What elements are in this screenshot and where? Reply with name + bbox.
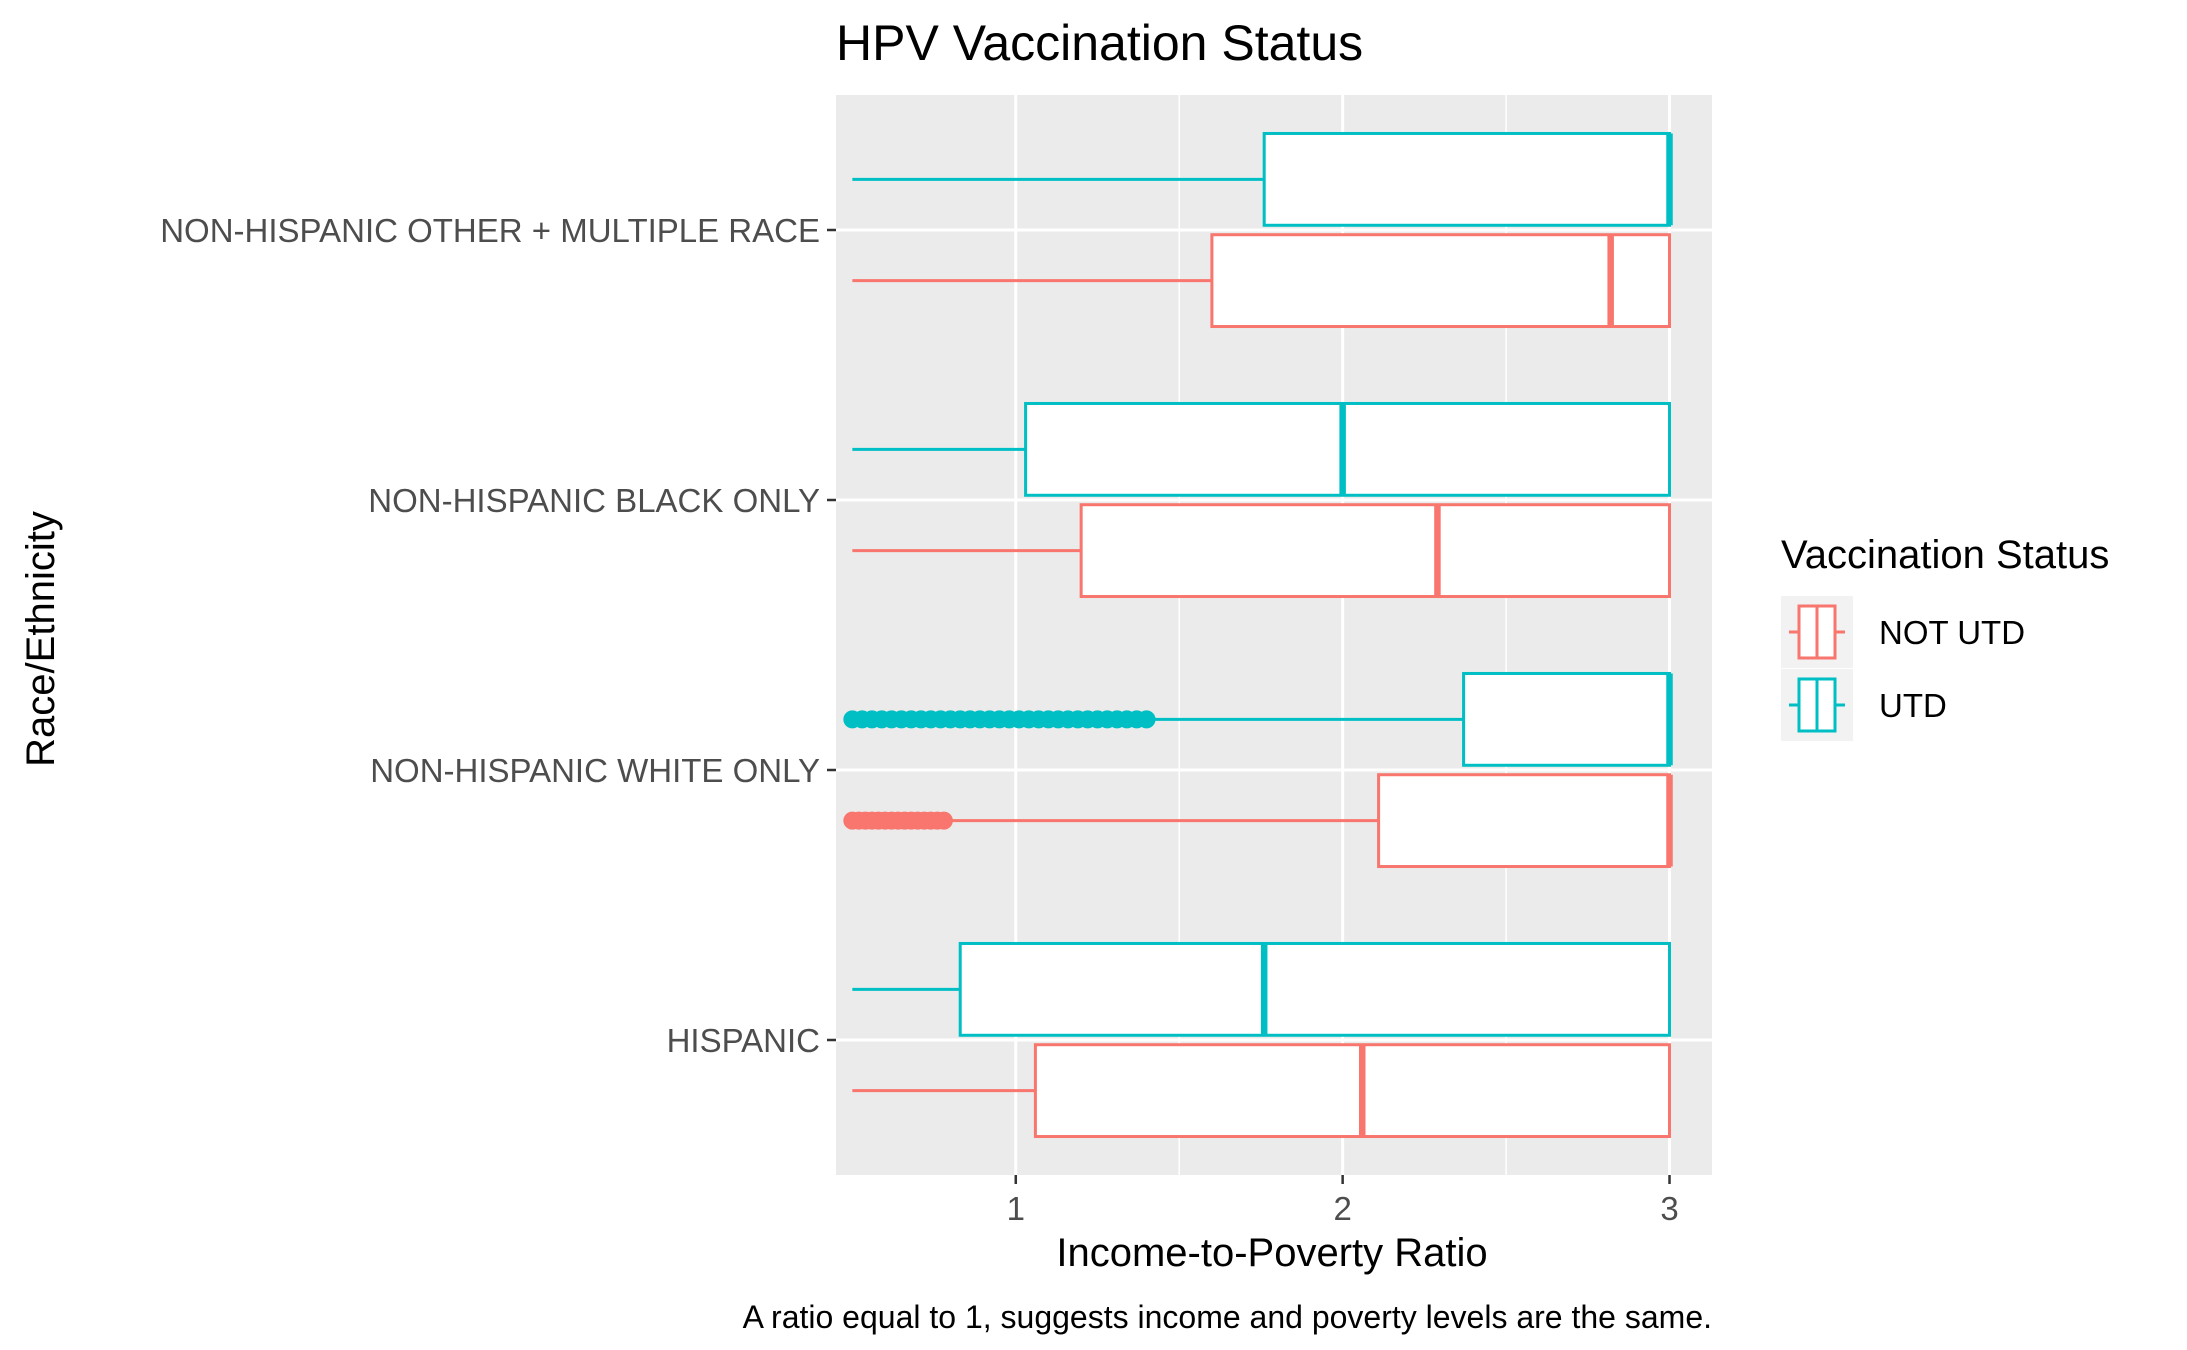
box-iqr: [1377, 773, 1672, 869]
legend-label-not-utd: NOT UTD: [1879, 614, 2025, 651]
y-axis-title: Race/Ethnicity: [19, 511, 63, 767]
x-axis: 1 2 3: [1007, 1175, 1679, 1227]
x-tick-label-1: 1: [1007, 1190, 1025, 1227]
box-not-utd-non-hispanic-white-only: [843, 773, 1673, 869]
box-utd-non-hispanic-black-only: [852, 401, 1672, 497]
box-series: [843, 131, 1673, 1139]
legend-label-utd: UTD: [1879, 687, 1947, 724]
y-tick-label-hispanic: HISPANIC: [667, 1022, 820, 1059]
y-tick-label-non-hispanic-black-only: NON-HISPANIC BLACK ONLY: [368, 482, 820, 519]
box-iqr: [958, 941, 1672, 1037]
outlier-30: [1137, 710, 1156, 729]
legend-item-not-utd: NOT UTD: [1781, 596, 2025, 668]
legend-title: Vaccination Status: [1781, 533, 2109, 577]
box-utd-non-hispanic-other-multiple-race: [852, 131, 1673, 227]
y-axis: HISPANIC NON-HISPANIC WHITE ONLY NON-HISPA…: [160, 212, 836, 1059]
x-axis-title: Income-to-Poverty Ratio: [1056, 1231, 1487, 1275]
box-iqr: [1262, 131, 1672, 227]
box-utd-hispanic: [852, 941, 1672, 1037]
box-not-utd-hispanic: [852, 1043, 1672, 1139]
box-iqr: [1024, 401, 1672, 497]
box-utd-non-hispanic-white-only: [843, 671, 1673, 767]
box-iqr: [1033, 1043, 1672, 1139]
legend: Vaccination Status NOT UTD UTD: [1781, 533, 2109, 741]
y-tick-label-non-hispanic-white-only: NON-HISPANIC WHITE ONLY: [370, 752, 820, 789]
box-not-utd-non-hispanic-black-only: [852, 503, 1672, 599]
x-tick-label-3: 3: [1660, 1190, 1678, 1227]
box-not-utd-non-hispanic-other-multiple-race: [852, 233, 1672, 329]
box-iqr: [1210, 233, 1672, 329]
box-iqr: [1462, 671, 1672, 767]
legend-item-utd: UTD: [1781, 669, 1947, 741]
chart-title: HPV Vaccination Status: [836, 15, 1363, 71]
outlier-14: [934, 811, 953, 830]
x-tick-label-2: 2: [1333, 1190, 1351, 1227]
y-tick-label-non-hispanic-other-multiple-race: NON-HISPANIC OTHER + MULTIPLE RACE: [160, 212, 820, 249]
chart-caption: A ratio equal to 1, suggests income and …: [743, 1299, 1712, 1335]
box-iqr: [1079, 503, 1672, 599]
